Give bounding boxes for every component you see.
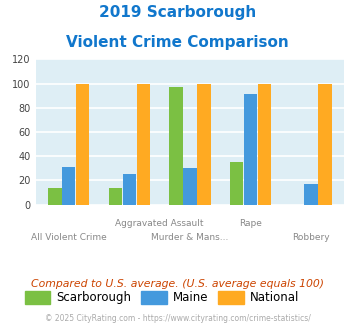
- Bar: [304, 184, 318, 205]
- Bar: [244, 94, 257, 205]
- Text: © 2025 CityRating.com - https://www.cityrating.com/crime-statistics/: © 2025 CityRating.com - https://www.city…: [45, 314, 310, 323]
- Legend: Scarborough, Maine, National: Scarborough, Maine, National: [20, 286, 304, 309]
- Text: All Violent Crime: All Violent Crime: [31, 233, 107, 242]
- Text: Rape: Rape: [239, 219, 262, 228]
- Bar: [318, 83, 332, 205]
- Bar: [62, 167, 76, 205]
- Text: Aggravated Assault: Aggravated Assault: [115, 219, 204, 228]
- Bar: [169, 87, 183, 205]
- Text: Robbery: Robbery: [292, 233, 330, 242]
- Bar: [109, 188, 122, 205]
- Text: 2019 Scarborough: 2019 Scarborough: [99, 5, 256, 20]
- Text: Compared to U.S. average. (U.S. average equals 100): Compared to U.S. average. (U.S. average …: [31, 279, 324, 289]
- Bar: [137, 83, 150, 205]
- Text: Murder & Mans...: Murder & Mans...: [151, 233, 229, 242]
- Bar: [123, 174, 136, 205]
- Bar: [48, 188, 61, 205]
- Bar: [76, 83, 89, 205]
- Bar: [183, 168, 197, 205]
- Bar: [258, 83, 271, 205]
- Text: Violent Crime Comparison: Violent Crime Comparison: [66, 35, 289, 50]
- Bar: [230, 162, 243, 205]
- Bar: [197, 83, 211, 205]
